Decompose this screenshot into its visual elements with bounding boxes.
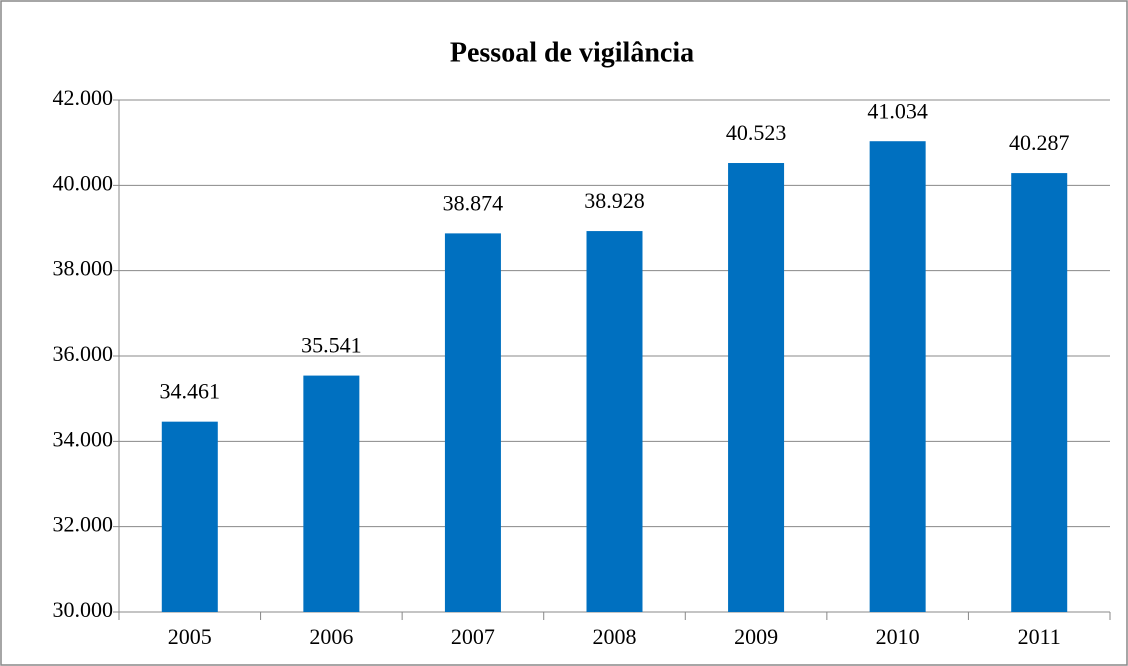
y-tick-label: 40.000 (53, 170, 114, 195)
bar (161, 421, 218, 612)
data-label: 34.461 (160, 379, 221, 404)
y-tick-label: 42.000 (53, 85, 114, 110)
data-label: 38.928 (584, 188, 645, 213)
bar (444, 233, 501, 612)
x-tick-label: 2011 (1018, 624, 1061, 649)
y-tick-label: 30.000 (53, 597, 114, 622)
y-tick-label: 36.000 (53, 341, 114, 366)
bar (303, 375, 360, 612)
bar (586, 231, 643, 612)
bar (869, 141, 926, 612)
y-tick-label: 38.000 (53, 256, 114, 281)
data-label: 41.034 (867, 98, 928, 123)
x-tick-label: 2005 (168, 624, 212, 649)
y-tick-label: 34.000 (53, 426, 114, 451)
data-label: 35.541 (301, 333, 362, 358)
bar (1011, 173, 1068, 612)
chart-title: Pessoal de vigilância (450, 37, 694, 68)
y-tick-label: 32.000 (53, 512, 114, 537)
x-tick-label: 2010 (876, 624, 920, 649)
x-tick-label: 2007 (451, 624, 495, 649)
data-label: 38.874 (443, 190, 504, 215)
data-label: 40.523 (726, 120, 787, 145)
x-tick-label: 2009 (734, 624, 778, 649)
x-tick-label: 2006 (309, 624, 353, 649)
bar (728, 163, 785, 612)
data-label: 40.287 (1009, 130, 1070, 155)
x-tick-label: 2008 (593, 624, 637, 649)
